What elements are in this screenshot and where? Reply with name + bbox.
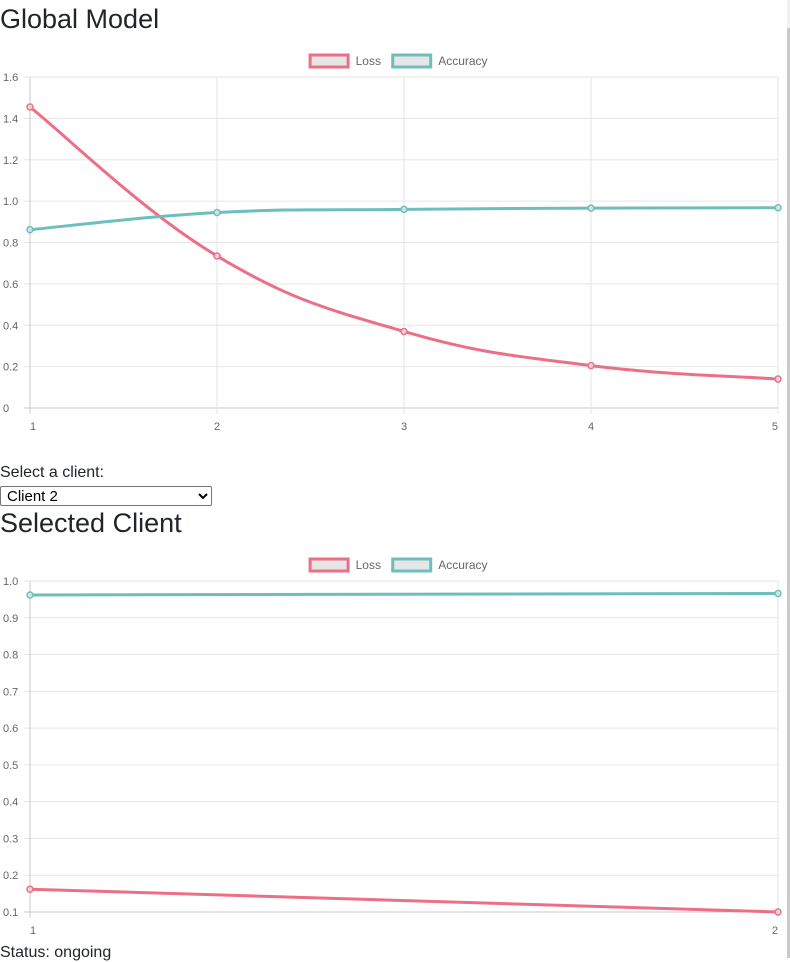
legend-swatch xyxy=(391,53,433,69)
y-tick-label: 0 xyxy=(3,403,9,415)
global-model-title: Global Model xyxy=(0,4,160,34)
series-loss xyxy=(26,103,782,383)
status-label: Status: xyxy=(0,944,50,961)
selected-client-chart: Loss Accuracy 0.1 0.2 0.3 0.4 0.5 0.6 0.7 0.8 0.9 1… xyxy=(3,557,782,937)
x-tick-label: 5 xyxy=(772,421,778,433)
y-tick-label: 1.0 xyxy=(3,576,18,588)
y-tick-label: 0.8 xyxy=(3,238,18,250)
data-point-accuracy[interactable] xyxy=(587,204,595,212)
series-line-accuracy xyxy=(28,592,780,597)
grid-lines xyxy=(24,580,779,918)
y-tick-label: 0.9 xyxy=(3,613,18,625)
x-tick-label: 3 xyxy=(401,421,407,433)
y-tick-label: 0.2 xyxy=(3,870,18,882)
client-select[interactable]: Client 2 xyxy=(0,486,212,506)
data-point-accuracy[interactable] xyxy=(26,225,34,234)
global-model-chart: Loss Accuracy 0 0.2 0.4 0.6 0.8 1.0 1.2 1.4 1.6 1 2 3… xyxy=(3,53,782,433)
y-tick-label: 0.4 xyxy=(3,797,18,809)
y-tick-label: 0.1 xyxy=(3,907,18,919)
x-tick-label: 4 xyxy=(588,421,594,433)
x-tick-label: 2 xyxy=(772,925,778,937)
scrollbar-thumb[interactable] xyxy=(787,28,790,958)
data-point-loss[interactable] xyxy=(587,361,595,370)
legend-label: Accuracy xyxy=(438,558,487,572)
data-point-loss[interactable] xyxy=(400,327,408,336)
y-tick-label: 1.2 xyxy=(3,155,18,167)
data-point-accuracy[interactable] xyxy=(26,591,34,599)
legend-item-loss[interactable]: Loss xyxy=(308,557,381,573)
y-tick-label: 0.5 xyxy=(3,760,18,772)
legend-swatch xyxy=(391,557,433,573)
legend-swatch xyxy=(308,53,350,69)
y-tick-label: 0.6 xyxy=(3,279,18,291)
legend-item-accuracy[interactable]: Accuracy xyxy=(391,557,488,573)
legend-label: Loss xyxy=(356,558,381,572)
y-tick-label: 0.2 xyxy=(3,362,18,374)
data-point-loss[interactable] xyxy=(26,885,34,893)
client-select-label: Select a client: xyxy=(0,464,105,481)
data-point-loss[interactable] xyxy=(774,375,782,383)
series-line-loss xyxy=(28,887,780,914)
y-tick-label: 0.6 xyxy=(3,723,18,735)
series-accuracy xyxy=(26,203,782,234)
y-tick-label: 1.6 xyxy=(3,72,18,84)
status-line: Status: ongoing xyxy=(0,944,111,962)
legend-label: Loss xyxy=(356,54,381,68)
chart-legend: Loss Accuracy xyxy=(308,557,488,573)
data-point-accuracy[interactable] xyxy=(774,589,782,598)
status-value: ongoing xyxy=(54,944,112,961)
y-tick-label: 0.7 xyxy=(3,686,18,698)
chart-legend: Loss Accuracy xyxy=(308,53,488,69)
x-tick-label: 1 xyxy=(30,421,36,433)
legend-item-accuracy[interactable]: Accuracy xyxy=(391,53,488,69)
selected-client-title: Selected Client xyxy=(0,508,182,538)
series-accuracy xyxy=(26,589,782,599)
y-tick-label: 1.4 xyxy=(3,113,18,125)
series-line-loss xyxy=(28,105,780,381)
legend-label: Accuracy xyxy=(438,54,487,68)
data-point-accuracy[interactable] xyxy=(400,205,408,214)
y-tick-label: 0.4 xyxy=(3,320,18,332)
data-point-accuracy[interactable] xyxy=(774,203,782,212)
series-loss xyxy=(26,885,782,916)
data-point-accuracy[interactable] xyxy=(213,208,221,217)
y-tick-label: 0.8 xyxy=(3,650,18,662)
x-tick-label: 1 xyxy=(30,925,36,937)
x-tick-label: 2 xyxy=(214,421,220,433)
grid-lines xyxy=(24,76,779,414)
y-tick-label: 1.0 xyxy=(3,196,18,208)
data-point-loss[interactable] xyxy=(213,252,221,260)
legend-swatch xyxy=(308,557,350,573)
data-point-loss[interactable] xyxy=(774,908,782,916)
legend-item-loss[interactable]: Loss xyxy=(308,53,381,69)
y-tick-label: 0.3 xyxy=(3,833,18,845)
data-point-loss[interactable] xyxy=(26,103,34,111)
